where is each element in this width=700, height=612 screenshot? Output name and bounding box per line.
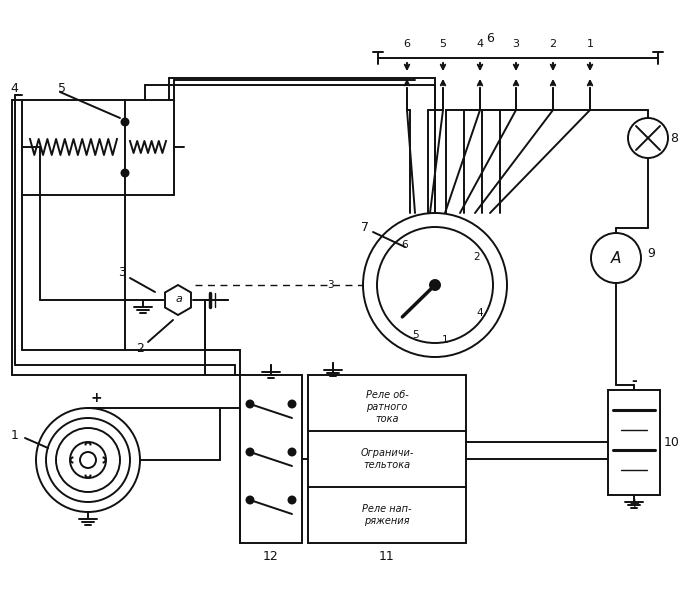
Text: 6: 6 <box>402 240 408 250</box>
Text: 1: 1 <box>442 335 448 345</box>
Circle shape <box>246 400 253 408</box>
Bar <box>608 390 660 495</box>
Bar <box>308 375 466 543</box>
Text: Ограничи-: Ограничи- <box>360 448 414 458</box>
Text: Реле об-: Реле об- <box>365 390 408 400</box>
Circle shape <box>430 280 440 290</box>
Text: 2: 2 <box>550 39 556 49</box>
Text: 4: 4 <box>10 81 18 94</box>
Text: 10: 10 <box>664 436 680 449</box>
Text: 6: 6 <box>486 31 494 45</box>
Text: 4: 4 <box>477 308 483 318</box>
Text: 5: 5 <box>58 81 66 94</box>
Text: 1: 1 <box>587 39 594 49</box>
Circle shape <box>80 452 96 468</box>
Text: 7: 7 <box>361 220 369 234</box>
Bar <box>240 375 302 543</box>
Text: 3: 3 <box>512 39 519 49</box>
Circle shape <box>246 496 253 504</box>
Text: Реле нап-: Реле нап- <box>363 504 412 514</box>
Circle shape <box>288 400 295 408</box>
Circle shape <box>288 496 295 504</box>
Circle shape <box>122 170 129 176</box>
Text: а: а <box>176 294 183 304</box>
Bar <box>22 100 174 195</box>
Text: 11: 11 <box>379 551 395 564</box>
Text: тока: тока <box>375 414 399 424</box>
Text: 2: 2 <box>474 252 480 262</box>
Text: 12: 12 <box>263 551 279 564</box>
Text: 3: 3 <box>118 266 126 278</box>
Text: 6: 6 <box>403 39 410 49</box>
Text: 2: 2 <box>136 341 144 354</box>
Text: ратного: ратного <box>366 402 407 412</box>
Circle shape <box>288 449 295 455</box>
Circle shape <box>122 119 129 125</box>
Text: 1: 1 <box>11 428 19 441</box>
Text: 8: 8 <box>670 132 678 144</box>
Text: +: + <box>628 497 640 511</box>
Text: 9: 9 <box>647 247 655 259</box>
Text: 4: 4 <box>477 39 484 49</box>
Text: 5: 5 <box>412 330 419 340</box>
Text: 5: 5 <box>440 39 447 49</box>
Text: +: + <box>90 391 101 405</box>
Circle shape <box>246 449 253 455</box>
Text: 3: 3 <box>327 280 333 290</box>
Text: -: - <box>631 374 637 388</box>
Text: тельтока: тельтока <box>363 460 411 470</box>
Text: ряжения: ряжения <box>364 516 409 526</box>
Text: А: А <box>611 250 621 266</box>
